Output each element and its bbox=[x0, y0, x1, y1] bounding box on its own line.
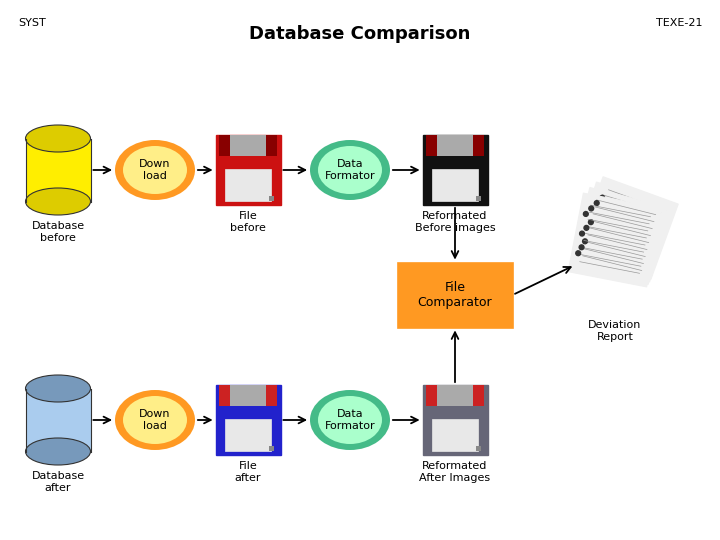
Bar bbox=[266, 135, 277, 156]
Ellipse shape bbox=[115, 140, 195, 200]
Bar bbox=[568, 193, 662, 287]
Ellipse shape bbox=[310, 390, 390, 450]
Bar bbox=[472, 135, 485, 156]
Text: File
after: File after bbox=[235, 461, 261, 483]
Ellipse shape bbox=[123, 396, 187, 444]
Circle shape bbox=[580, 231, 585, 236]
Ellipse shape bbox=[25, 125, 91, 152]
Bar bbox=[215, 385, 281, 455]
Bar bbox=[426, 135, 438, 156]
Circle shape bbox=[586, 233, 591, 238]
Text: Reformated
After Images: Reformated After Images bbox=[420, 461, 490, 483]
Ellipse shape bbox=[318, 396, 382, 444]
Bar bbox=[219, 135, 230, 156]
Bar bbox=[570, 187, 667, 285]
Circle shape bbox=[584, 226, 589, 230]
Bar bbox=[423, 385, 487, 455]
Circle shape bbox=[593, 214, 598, 219]
Bar bbox=[426, 135, 485, 156]
Circle shape bbox=[579, 245, 584, 249]
Circle shape bbox=[588, 220, 593, 225]
Bar bbox=[472, 385, 485, 406]
Bar bbox=[426, 385, 438, 406]
Bar bbox=[25, 138, 91, 201]
Bar bbox=[219, 135, 277, 156]
Bar bbox=[215, 135, 281, 205]
Ellipse shape bbox=[115, 390, 195, 450]
Bar bbox=[25, 388, 91, 451]
Text: TEXE-21: TEXE-21 bbox=[655, 18, 702, 28]
Bar bbox=[476, 446, 481, 451]
Text: File
Comparator: File Comparator bbox=[418, 281, 492, 309]
Text: Data
Formator: Data Formator bbox=[325, 159, 375, 181]
Text: Deviation
Report: Deviation Report bbox=[588, 320, 642, 342]
Bar bbox=[432, 419, 478, 451]
Bar bbox=[576, 177, 678, 279]
Circle shape bbox=[600, 195, 605, 200]
Bar bbox=[269, 446, 274, 451]
Text: Down
load: Down load bbox=[139, 159, 171, 181]
Text: Database
after: Database after bbox=[32, 471, 84, 492]
Text: Reformated
Before images: Reformated Before images bbox=[415, 211, 495, 233]
Ellipse shape bbox=[25, 188, 91, 215]
Bar bbox=[219, 385, 277, 406]
Bar bbox=[573, 182, 673, 282]
Ellipse shape bbox=[318, 146, 382, 194]
Circle shape bbox=[583, 212, 588, 217]
Text: File
before: File before bbox=[230, 211, 266, 233]
Bar bbox=[225, 419, 271, 451]
Bar bbox=[432, 170, 478, 201]
Circle shape bbox=[582, 239, 588, 244]
Bar bbox=[266, 385, 277, 406]
Circle shape bbox=[589, 206, 593, 211]
Bar bbox=[219, 385, 230, 406]
Circle shape bbox=[576, 251, 580, 255]
Ellipse shape bbox=[25, 375, 91, 402]
Ellipse shape bbox=[123, 146, 187, 194]
Text: Data
Formator: Data Formator bbox=[325, 409, 375, 431]
Bar bbox=[423, 135, 487, 205]
Text: SYST: SYST bbox=[18, 18, 46, 28]
Bar bbox=[225, 170, 271, 201]
Text: Database Comparison: Database Comparison bbox=[249, 25, 471, 43]
Circle shape bbox=[594, 201, 599, 205]
Text: Database
before: Database before bbox=[32, 221, 84, 242]
Ellipse shape bbox=[25, 438, 91, 465]
Bar bbox=[426, 385, 485, 406]
Bar bbox=[269, 196, 274, 201]
Bar bbox=[397, 262, 513, 327]
Bar bbox=[476, 196, 481, 201]
Text: Down
load: Down load bbox=[139, 409, 171, 431]
Ellipse shape bbox=[310, 140, 390, 200]
